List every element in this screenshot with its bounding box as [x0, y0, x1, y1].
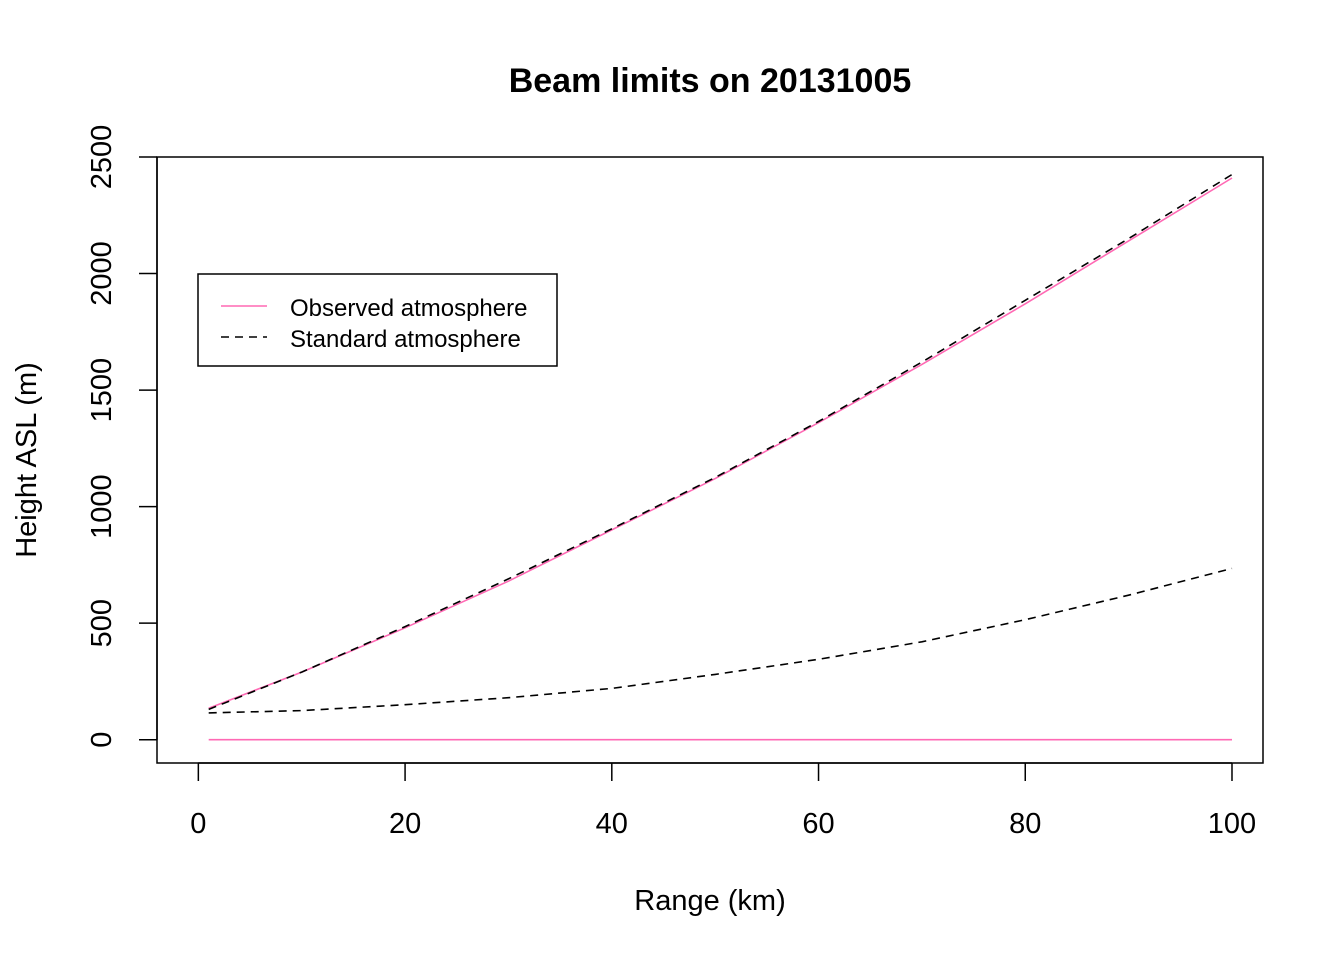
- y-axis: 0 500 1000 1500 2000 2500: [86, 125, 158, 748]
- legend-label-standard: Standard atmosphere: [290, 326, 521, 353]
- x-axis: 0 20 40 60 80 100: [190, 762, 1256, 840]
- legend: Observed atmosphere Standard atmosphere: [197, 273, 558, 367]
- x-tick-label: 40: [596, 808, 628, 840]
- plot-frame: [156, 156, 1264, 764]
- legend-label-observed: Observed atmosphere: [290, 295, 527, 322]
- y-tick-label: 2500: [86, 125, 118, 190]
- x-axis-title: Range (km): [634, 885, 786, 917]
- x-tick-label: 20: [389, 808, 421, 840]
- y-tick-label: 500: [86, 599, 118, 647]
- series-line-observed-atmosphere-upper: [208, 177, 1233, 709]
- series-layer: [208, 173, 1233, 741]
- x-tick-label: 100: [1208, 808, 1256, 840]
- x-tick-label: 80: [1009, 808, 1041, 840]
- chart-title: Beam limits on 20131005: [509, 62, 912, 100]
- y-tick-label: 0: [86, 732, 118, 748]
- y-tick-label: 1500: [86, 358, 118, 423]
- x-tick-label: 60: [802, 808, 834, 840]
- y-axis-title: Height ASL (m): [11, 362, 43, 558]
- y-tick-label: 2000: [86, 241, 118, 306]
- legend-box: [197, 273, 558, 367]
- series-line-standard-atmosphere-upper: [208, 173, 1233, 711]
- x-tick-label: 0: [190, 808, 206, 840]
- series-line-standard-atmosphere-lower: [208, 567, 1233, 714]
- y-tick-label: 1000: [86, 474, 118, 539]
